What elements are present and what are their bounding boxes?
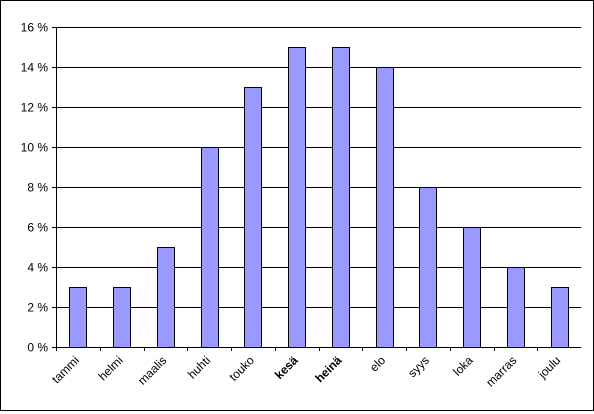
x-tick-label: heinä — [312, 353, 344, 385]
bar-heinä — [332, 47, 350, 348]
y-tick-label: 12 % — [21, 101, 49, 115]
x-tick-label: maalis — [135, 353, 169, 387]
bars — [69, 47, 569, 348]
y-tick-label: 14 % — [21, 61, 49, 75]
y-tick-label: 8 % — [27, 181, 48, 195]
x-tick-label: helmi — [96, 353, 126, 383]
x-tick-label: elo — [367, 353, 388, 374]
y-tick-label: 2 % — [27, 301, 48, 315]
bar-helmi — [113, 287, 131, 348]
x-tick-label: huhti — [185, 353, 213, 381]
y-tick-label: 16 % — [21, 21, 49, 35]
y-tick-label: 6 % — [27, 221, 48, 235]
gridlines — [56, 27, 581, 308]
bar-huhti — [201, 147, 219, 348]
y-tick-label: 0 % — [27, 341, 48, 355]
x-tick-label: loka — [450, 353, 476, 379]
y-axis-tick-labels: 0 % 2 % 4 % 6 % 8 % 10 % 12 % 14 % 16 % — [21, 21, 49, 355]
bar-loka — [463, 227, 481, 348]
bar-marras — [507, 267, 525, 348]
x-axis-tick-labels: tammi helmi maalis huhti touko kesä heinä elo sy… — [49, 353, 563, 390]
bar-elo — [376, 67, 394, 348]
y-tick-label: 4 % — [27, 261, 48, 275]
bar-touko — [244, 87, 262, 348]
bar-kesä — [288, 47, 306, 348]
x-tick-label: tammi — [49, 353, 82, 386]
x-tick-label: marras — [483, 353, 519, 389]
y-tick-label: 10 % — [21, 141, 49, 155]
axes — [52, 27, 581, 351]
x-tick-label: touko — [226, 353, 257, 384]
bar-maalis — [157, 247, 175, 348]
bar-joulu — [551, 287, 569, 348]
x-tick-label: syys — [405, 353, 432, 380]
bar-syys — [419, 187, 437, 348]
bar-tammi — [69, 287, 87, 348]
x-tick-label: joulu — [535, 353, 564, 382]
x-tick-label: kesä — [272, 353, 301, 382]
